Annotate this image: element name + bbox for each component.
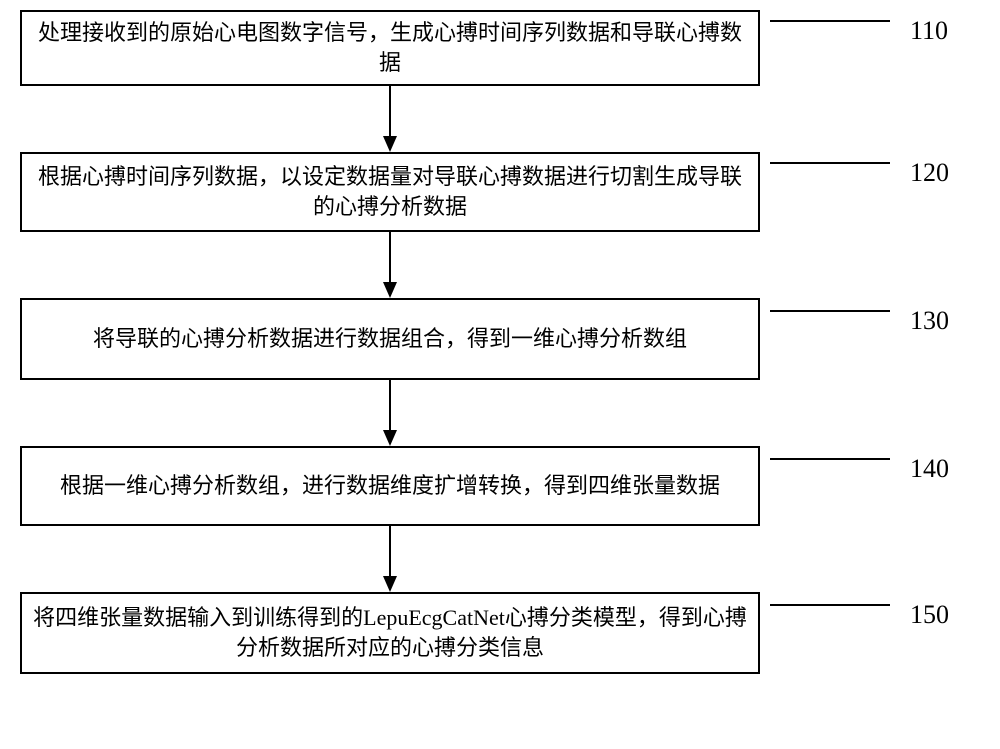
step-label-130: 130 (910, 306, 949, 336)
flow-arrow (370, 380, 410, 446)
label-connector-150 (770, 604, 890, 606)
step-box-140: 根据一维心搏分析数组，进行数据维度扩增转换，得到四维张量数据 (20, 446, 760, 526)
label-connector-130 (770, 310, 890, 312)
step-box-150: 将四维张量数据输入到训练得到的LepuEcgCatNet心搏分类模型，得到心搏分… (20, 592, 760, 674)
step-box-120: 根据心搏时间序列数据，以设定数据量对导联心搏数据进行切割生成导联的心搏分析数据 (20, 152, 760, 232)
flow-arrow (370, 526, 410, 592)
step-label-120: 120 (910, 158, 949, 188)
step-label-150: 150 (910, 600, 949, 630)
step-label-140: 140 (910, 454, 949, 484)
step-text: 根据心搏时间序列数据，以设定数据量对导联心搏数据进行切割生成导联的心搏分析数据 (32, 162, 748, 221)
step-box-130: 将导联的心搏分析数据进行数据组合，得到一维心搏分析数组 (20, 298, 760, 380)
step-text: 将四维张量数据输入到训练得到的LepuEcgCatNet心搏分类模型，得到心搏分… (32, 603, 748, 662)
flow-arrow (370, 232, 410, 298)
flow-arrow (370, 86, 410, 152)
label-connector-120 (770, 162, 890, 164)
step-text: 根据一维心搏分析数组，进行数据维度扩增转换，得到四维张量数据 (60, 471, 720, 501)
step-text: 处理接收到的原始心电图数字信号，生成心搏时间序列数据和导联心搏数据 (32, 18, 748, 77)
step-text: 将导联的心搏分析数据进行数据组合，得到一维心搏分析数组 (93, 324, 687, 354)
step-label-110: 110 (910, 16, 948, 46)
label-connector-110 (770, 20, 890, 22)
label-connector-140 (770, 458, 890, 460)
step-box-110: 处理接收到的原始心电图数字信号，生成心搏时间序列数据和导联心搏数据 (20, 10, 760, 86)
